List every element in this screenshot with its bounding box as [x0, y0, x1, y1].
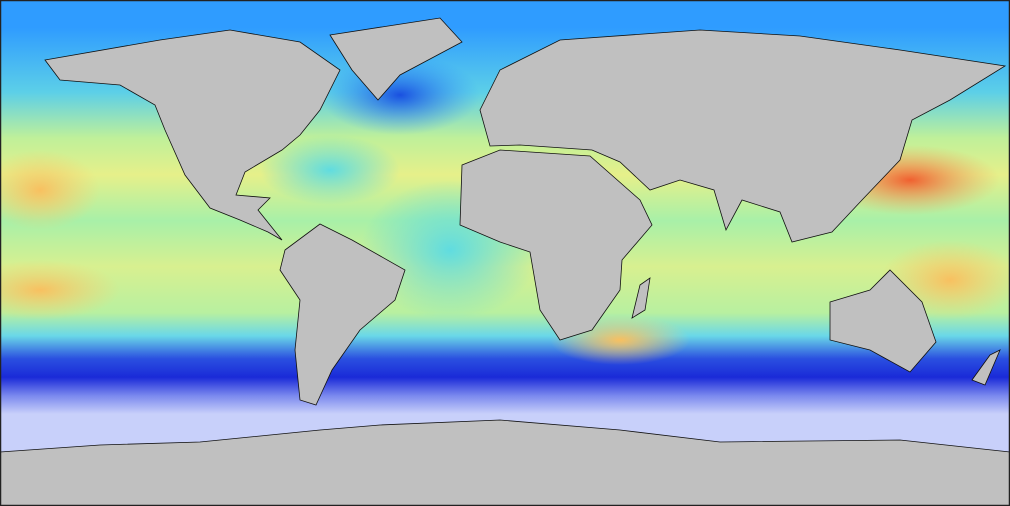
cyan-patch: [260, 135, 400, 205]
north-america: [44, 29, 341, 241]
antarctica: [0, 419, 1010, 506]
africa: [459, 149, 653, 341]
warm-patch: [0, 260, 120, 320]
greenland: [329, 17, 463, 101]
new-zealand: [971, 349, 1001, 386]
south-america: [279, 223, 406, 406]
australia: [829, 269, 937, 373]
eurasia: [479, 29, 1007, 243]
madagascar: [631, 277, 651, 319]
warm-patch: [0, 150, 100, 230]
